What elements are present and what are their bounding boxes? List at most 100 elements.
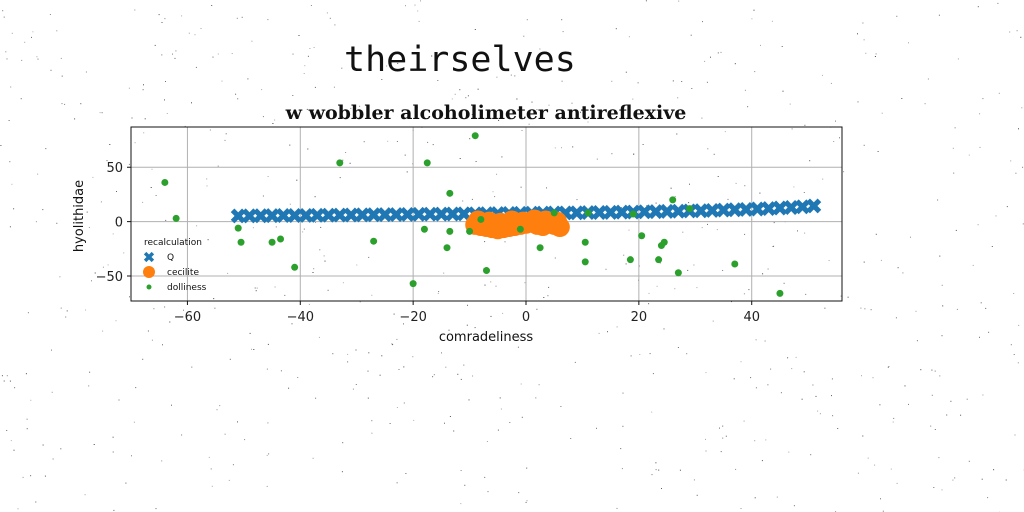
point-dolliness bbox=[581, 238, 589, 246]
point-dolliness bbox=[409, 280, 417, 288]
point-q bbox=[433, 206, 449, 222]
point-q bbox=[716, 202, 731, 218]
point-q bbox=[569, 205, 585, 221]
point-q bbox=[388, 207, 404, 223]
x-tick-label: −40 bbox=[287, 310, 314, 325]
point-dolliness bbox=[516, 225, 524, 233]
point-dolliness bbox=[423, 159, 431, 167]
point-q bbox=[275, 208, 291, 223]
point-q bbox=[727, 202, 743, 218]
point-dolliness bbox=[446, 189, 454, 197]
point-dolliness bbox=[584, 209, 592, 217]
legend-marker-q bbox=[143, 251, 155, 263]
point-q bbox=[264, 208, 280, 224]
point-q bbox=[400, 206, 415, 222]
point-dolliness bbox=[336, 159, 344, 167]
point-q bbox=[783, 200, 799, 215]
x-tick-label: −60 bbox=[174, 310, 201, 325]
point-dolliness bbox=[291, 263, 299, 271]
point-q bbox=[445, 206, 461, 222]
point-q bbox=[670, 203, 686, 219]
point-q bbox=[422, 206, 438, 222]
point-dolliness bbox=[660, 238, 668, 246]
point-dolliness bbox=[776, 289, 784, 297]
point-dolliness bbox=[655, 256, 663, 264]
point-dolliness bbox=[674, 269, 682, 277]
data-marks bbox=[161, 132, 822, 297]
legend-label-dolliness: dolliness bbox=[167, 283, 207, 293]
point-q bbox=[603, 204, 619, 220]
point-q bbox=[298, 207, 314, 223]
legend-marker-dolliness bbox=[146, 284, 152, 290]
point-q bbox=[591, 205, 607, 220]
point-dolliness bbox=[686, 205, 694, 213]
point-q bbox=[648, 204, 664, 220]
point-dolliness bbox=[536, 244, 544, 252]
point-cecilite bbox=[547, 211, 568, 232]
point-q bbox=[761, 201, 777, 217]
point-q bbox=[343, 207, 359, 223]
point-dolliness bbox=[446, 227, 454, 235]
plot-frame bbox=[130, 126, 843, 302]
point-dolliness bbox=[669, 196, 677, 204]
y-tick-label: 50 bbox=[106, 161, 123, 176]
point-dolliness bbox=[277, 235, 285, 243]
point-dolliness bbox=[477, 215, 485, 223]
point-dolliness bbox=[731, 260, 739, 268]
point-dolliness bbox=[626, 256, 634, 264]
point-q bbox=[332, 207, 348, 223]
point-dolliness bbox=[268, 238, 276, 246]
point-dolliness bbox=[237, 238, 245, 246]
axis-ticks: −60 −40 −20 0 20 40 −50 0 50 bbox=[96, 161, 760, 325]
point-q bbox=[354, 207, 370, 223]
point-q bbox=[309, 207, 325, 223]
x-tick-label: 0 bbox=[522, 310, 530, 325]
point-dolliness bbox=[550, 209, 558, 217]
point-q bbox=[287, 208, 303, 223]
point-dolliness bbox=[483, 267, 490, 275]
page-heading: theirselves bbox=[344, 40, 576, 80]
point-dolliness bbox=[638, 232, 646, 240]
legend-marker-cecilite bbox=[143, 266, 155, 278]
x-tick-label: −20 bbox=[399, 310, 426, 325]
point-dolliness bbox=[443, 244, 451, 252]
point-q bbox=[411, 206, 427, 222]
point-q bbox=[377, 207, 393, 223]
point-q bbox=[704, 202, 720, 218]
point-q bbox=[230, 208, 246, 224]
point-dolliness bbox=[471, 132, 479, 140]
point-q bbox=[253, 208, 269, 224]
point-q bbox=[795, 199, 810, 215]
x-tick-label: 40 bbox=[743, 310, 760, 325]
point-dolliness bbox=[172, 214, 180, 222]
point-q bbox=[806, 198, 822, 214]
y-tick-label: −50 bbox=[96, 270, 123, 285]
point-q bbox=[456, 206, 472, 222]
point-q bbox=[749, 201, 765, 217]
legend-title: recalculation bbox=[144, 238, 202, 248]
point-dolliness bbox=[420, 225, 428, 233]
point-dolliness bbox=[234, 224, 242, 232]
y-axis-label: hyolithidae bbox=[72, 180, 87, 252]
chart-title: w wobbler alcoholimeter antireflexive bbox=[285, 102, 687, 124]
point-dolliness bbox=[629, 210, 637, 218]
point-q bbox=[738, 201, 754, 217]
point-q bbox=[772, 200, 788, 216]
point-dolliness bbox=[466, 227, 474, 235]
point-q bbox=[242, 208, 257, 224]
legend-label-q: Q bbox=[167, 253, 174, 263]
x-axis-label: comradeliness bbox=[439, 330, 534, 345]
x-tick-label: 20 bbox=[631, 310, 648, 325]
point-q bbox=[637, 204, 652, 220]
point-q bbox=[321, 207, 336, 223]
point-q bbox=[659, 203, 675, 219]
point-dolliness bbox=[161, 178, 169, 186]
point-dolliness bbox=[581, 258, 589, 266]
point-dolliness bbox=[370, 237, 378, 245]
point-q bbox=[366, 207, 382, 223]
